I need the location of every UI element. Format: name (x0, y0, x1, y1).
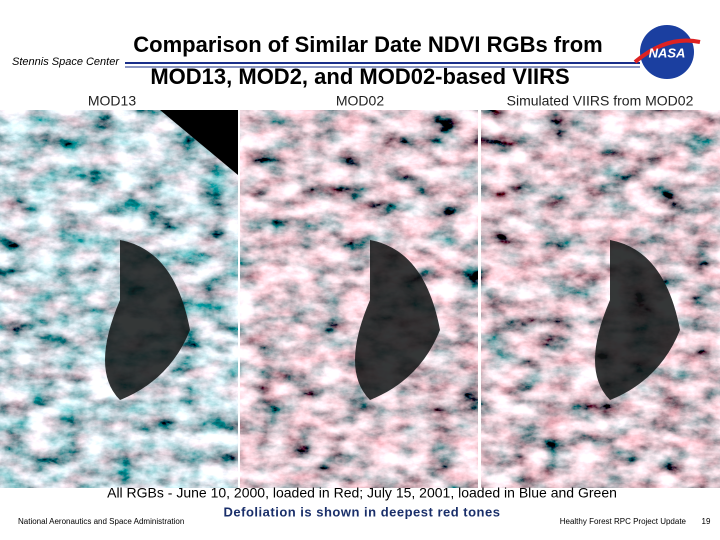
image-panel (0, 110, 238, 488)
footer-agency: National Aeronautics and Space Administr… (18, 517, 184, 526)
caption-emphasis: Defoliation is shown in deepest red tone… (224, 504, 501, 519)
caption: All RGBs - June 10, 2000, loaded in Red;… (107, 485, 617, 501)
logo-text: NASA (649, 45, 686, 60)
image-panel (481, 110, 720, 488)
image-panel (240, 110, 478, 488)
center-name: Stennis Space Center (12, 56, 120, 68)
footer-project: Healthy Forest RPC Project Update (560, 517, 687, 526)
title-line: MOD13, MOD2, and MOD02-based VIIRS (150, 64, 569, 89)
panel-label: MOD13 (88, 93, 136, 109)
panel-label: Simulated VIIRS from MOD02 (507, 93, 694, 109)
page-number: 19 (702, 517, 711, 526)
nasa-logo: NASA (633, 25, 701, 79)
panel-label: MOD02 (336, 93, 384, 109)
title-line: Comparison of Similar Date NDVI RGBs fro… (133, 32, 602, 57)
